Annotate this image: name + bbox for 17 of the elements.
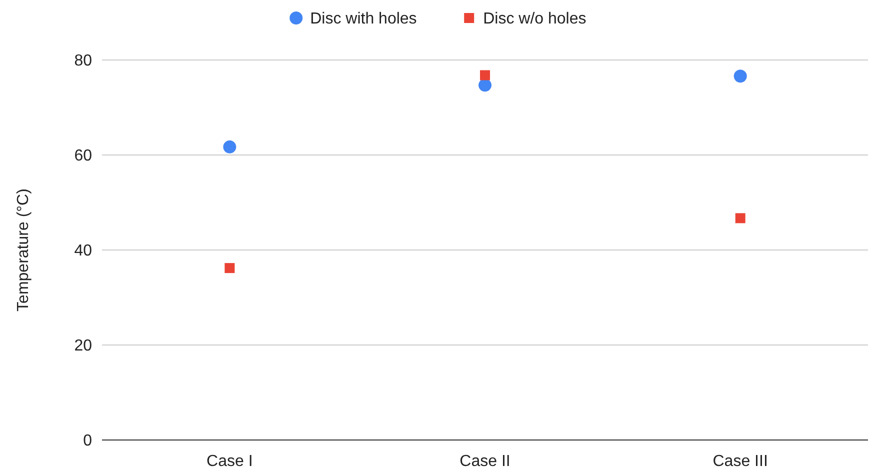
point <box>478 78 492 92</box>
point <box>223 140 236 154</box>
y-tick-label: 60 <box>74 148 92 165</box>
y-tick-label: 20 <box>74 338 92 355</box>
legend-label: Disc with holes <box>310 10 417 28</box>
x-tick-label: Case III <box>712 453 768 470</box>
legend-label: Disc w/o holes <box>483 10 586 28</box>
x-tick-label: Case I <box>206 453 253 470</box>
point <box>734 70 747 83</box>
point <box>480 70 490 80</box>
point <box>735 213 746 224</box>
x-tick-label: Case II <box>460 453 510 470</box>
y-axis-title: Temperature (°C) <box>15 188 32 312</box>
point <box>224 263 235 274</box>
y-tick-label: 0 <box>83 432 92 450</box>
y-tick-label: 40 <box>74 242 92 260</box>
y-tick-label: 80 <box>74 52 92 70</box>
